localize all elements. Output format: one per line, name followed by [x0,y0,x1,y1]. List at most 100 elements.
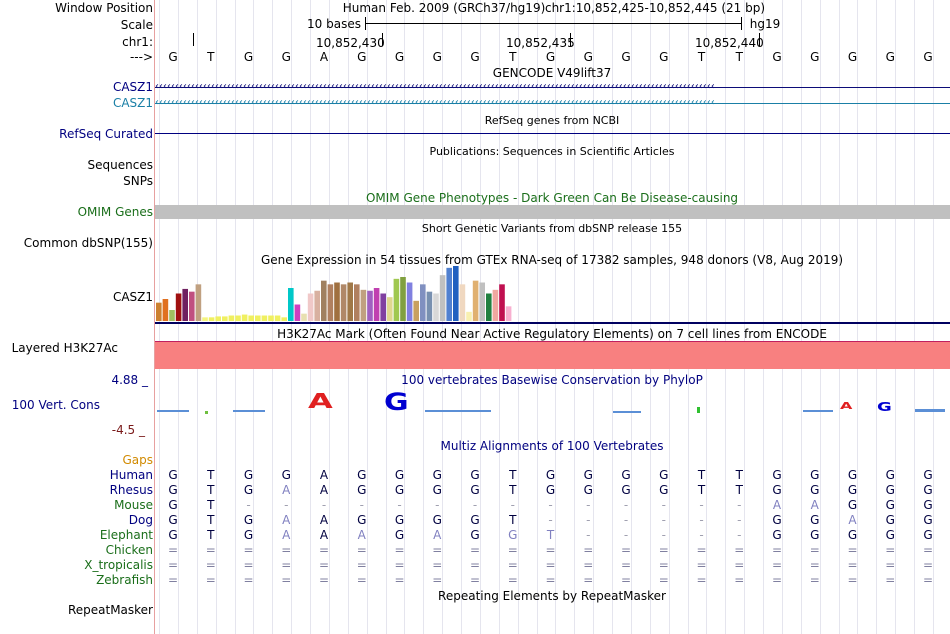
gtex-tissue-bar[interactable] [393,278,400,321]
gtex-tissue-bar[interactable] [189,291,195,321]
alignment-base: = [696,558,707,572]
alignment-base: G [847,483,858,497]
gtex-tissue-bar[interactable] [492,289,499,321]
gtex-tissue-bar[interactable] [248,315,254,322]
gencode-transcript-2[interactable]: ‹‹‹‹‹‹‹‹‹‹‹‹‹‹‹‹‹‹‹‹‹‹‹‹‹‹‹‹‹‹‹‹‹‹‹‹‹‹‹‹… [155,100,950,108]
alignment-base: - [321,498,327,512]
gencode-transcript-1[interactable]: ‹‹‹‹‹‹‹‹‹‹‹‹‹‹‹‹‹‹‹‹‹‹‹‹‹‹‹‹‹‹‹‹‹‹‹‹‹‹‹‹… [155,84,950,92]
gtex-tissue-bar[interactable] [288,288,294,321]
species-label-elephant[interactable]: Elephant [99,528,153,542]
gtex-tissue-bar[interactable] [340,284,347,321]
gtex-tissue-bar[interactable] [387,297,393,321]
gtex-tissue-bar[interactable] [162,299,169,321]
gtex-tissue-bar[interactable] [321,280,327,321]
species-label-dog[interactable]: Dog [128,513,153,527]
gtex-tissue-bar[interactable] [301,313,307,321]
species-label-zebrafish[interactable]: Zebrafish [96,573,153,587]
h3k27ac-signal[interactable] [155,342,950,369]
alignment-base: G [923,513,933,527]
track-label-h3k27ac[interactable]: Layered H3K27Ac [11,341,118,355]
gtex-tissue-bar[interactable] [446,267,452,321]
gtex-tissue-bar[interactable] [453,266,459,321]
gtex-tissue-bar[interactable] [208,317,215,321]
alignment-base: G [659,483,669,497]
gtex-tissue-bar[interactable] [420,284,426,321]
alignment-base: G [168,498,178,512]
gtex-tissue-bar[interactable] [466,311,472,321]
species-label-rhesus[interactable]: Rhesus [109,483,153,497]
species-label-mouse[interactable]: Mouse [114,498,153,512]
gtex-tissue-bar[interactable] [241,314,248,321]
gtex-tissue-bar[interactable] [274,315,281,322]
gtex-tissue-bar[interactable] [505,306,512,321]
alignment-base: = [734,558,745,572]
reference-base: T [509,50,517,64]
species-label-x_tropicalis[interactable]: X_tropicalis [84,558,153,572]
gtex-tissue-bar[interactable] [400,277,406,321]
grid-line [725,0,727,634]
grid-line [630,0,632,634]
omim-phenotype-bar[interactable] [155,205,950,219]
alignment-base: = [583,573,594,587]
alignment-base: - [586,513,591,527]
gtex-tissue-bar[interactable] [406,282,413,322]
ruler-tick [382,33,383,46]
gtex-tissue-bar[interactable] [413,300,419,321]
track-label-dbsnp[interactable]: Common dbSNP(155) [23,236,153,250]
gtex-tissue-bar[interactable] [367,290,373,321]
species-label-human[interactable]: Human [109,468,153,482]
gtex-tissue-bar[interactable] [426,291,433,321]
gtex-tissue-bar[interactable] [327,284,334,321]
phylop-conservation-plot[interactable] [155,388,950,420]
gtex-tissue-bar[interactable] [354,284,360,321]
gtex-tissue-bar[interactable] [334,282,340,322]
gtex-tissue-bar[interactable] [182,288,188,321]
alignment-base: A [319,513,329,527]
gtex-tissue-bar[interactable] [486,293,492,322]
track-label-casz1-gencode[interactable]: CASZ1 [112,80,153,94]
track-label-refseq[interactable]: RefSeq Curated [59,127,153,141]
gtex-tissue-bar[interactable] [459,284,466,321]
dbsnp-title: Short Genetic Variants from dbSNP releas… [421,222,683,235]
species-label-chicken[interactable]: Chicken [105,543,153,557]
gtex-tissue-bar[interactable] [380,293,386,322]
phylop-bar [803,410,833,412]
gtex-tissue-bar[interactable] [222,316,228,321]
gtex-tissue-bar[interactable] [195,284,202,321]
gtex-tissue-bar[interactable] [281,317,287,321]
gtex-tissue-bar[interactable] [314,290,320,321]
track-label-repeatmasker[interactable]: RepeatMasker [67,603,153,617]
alignment-base: = [469,573,481,587]
gtex-tissue-bar[interactable] [255,315,261,322]
gtex-tissue-bar[interactable] [175,293,182,322]
gtex-tissue-bar[interactable] [373,288,380,321]
gtex-tissue-bar[interactable] [235,315,241,322]
gtex-tissue-bar[interactable] [479,282,485,322]
track-label-pub-sequences[interactable]: Sequences [87,158,153,172]
gtex-tissue-bar[interactable] [347,282,353,322]
track-label-gtex[interactable]: CASZ1 [112,290,153,304]
gtex-tissue-bar[interactable] [294,304,301,322]
gtex-tissue-bar[interactable] [228,315,235,322]
gtex-tissue-bar[interactable] [268,315,274,322]
gtex-tissue-bar[interactable] [215,316,221,321]
alignment-base: = [356,573,367,587]
gtex-tissue-bar[interactable] [360,289,367,321]
alignment-base: = [243,543,254,557]
track-label-casz1-gencode-2[interactable]: CASZ1 [112,96,153,110]
gtex-tissue-bar[interactable] [439,275,446,321]
gtex-tissue-bar[interactable] [261,315,268,322]
gtex-tissue-bar[interactable] [472,280,479,321]
track-label-phylop[interactable]: 100 Vert. Cons [11,398,100,412]
gtex-tissue-bar[interactable] [499,284,505,321]
refseq-gene-line[interactable] [155,133,950,134]
gtex-tissue-bar[interactable] [169,310,175,321]
track-label-omim[interactable]: OMIM Genes [77,205,153,219]
gtex-tissue-bar[interactable] [307,293,314,322]
gtex-tissue-bar[interactable] [202,317,208,321]
gtex-expression-chart[interactable] [155,266,950,326]
gtex-tissue-bar[interactable] [433,293,439,322]
track-label-pub-snps[interactable]: SNPs [123,174,153,188]
gtex-tissue-bar[interactable] [156,302,162,321]
